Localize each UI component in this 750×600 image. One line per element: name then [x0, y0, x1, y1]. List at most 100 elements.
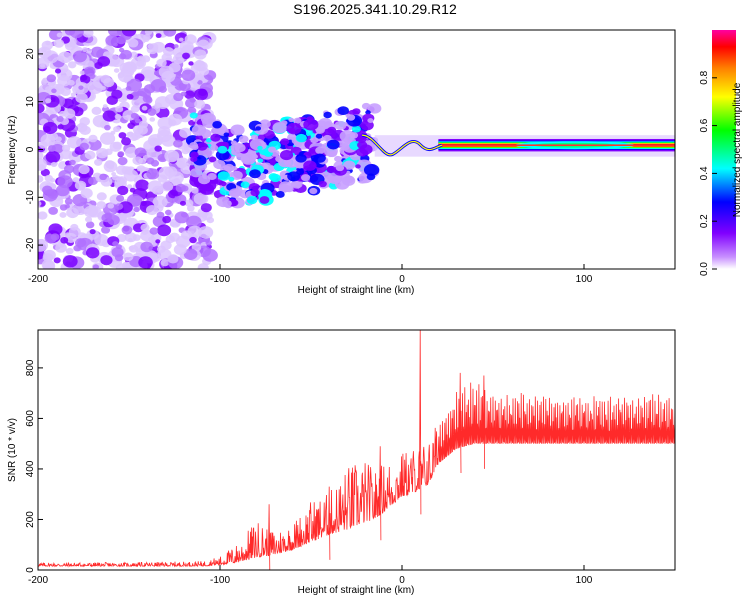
spectrogram-blob [196, 142, 208, 151]
spectrogram-blob [246, 195, 258, 205]
spectrogram-blob [334, 120, 347, 130]
spectrogram-blob [193, 192, 209, 205]
spectrogram-blob [112, 141, 122, 150]
spectrogram-blob [117, 156, 128, 166]
spectrogram-blob [279, 150, 294, 161]
spectrogram-blob [50, 233, 60, 241]
spectrogram-blob [88, 134, 98, 143]
spectrogram-blob [134, 147, 147, 158]
spectrogram-blob [94, 62, 103, 70]
spectrogram-wiggle-core [361, 134, 443, 156]
spectrogram-blob [39, 63, 46, 68]
spectrogram-blob [66, 136, 82, 149]
spectrogram-blob [189, 142, 199, 149]
colorbar-tick-label: 0.2 [699, 214, 710, 228]
spectrogram-blob [70, 92, 76, 97]
spectrogram-blob [324, 121, 332, 127]
spectrogram-blob [210, 133, 221, 142]
spectrogram-blob [79, 142, 89, 151]
spectrogram-blob [327, 126, 337, 134]
spectrogram-x-tick-label: 100 [576, 274, 593, 285]
spectrogram-blob [257, 145, 263, 151]
spectrogram-blob [121, 137, 132, 146]
spectrogram-blob [313, 153, 326, 163]
spectrogram-blob [191, 124, 207, 136]
spectrogram-blob [123, 252, 134, 262]
spectrogram-blob [63, 108, 76, 119]
spectrogram-blob [132, 125, 144, 135]
spectrogram-blob [284, 185, 294, 193]
spectrogram-blob [174, 211, 190, 224]
spectrogram-blob [172, 54, 185, 65]
spectrogram-blob [199, 183, 215, 195]
spectrogram-blob [167, 254, 179, 264]
spectrogram-blob [79, 70, 86, 76]
spectrogram-blob [220, 181, 227, 187]
spectrogram-blob [156, 58, 167, 68]
spectrogram-blob [153, 70, 160, 76]
spectrogram-blob [189, 112, 198, 119]
spectrogram-blob [65, 247, 74, 255]
spectrogram-blob [60, 87, 71, 97]
spectrogram-blob [268, 146, 277, 153]
spectrogram-blob [230, 170, 243, 180]
snr-y-tick-label: 800 [25, 359, 36, 376]
spectrogram-blob [202, 248, 218, 262]
spectrogram-blob [116, 195, 125, 202]
spectrogram-blob [240, 181, 250, 189]
spectrogram-blob [69, 30, 84, 39]
spectrogram-blob [111, 89, 123, 100]
spectrogram-blob [207, 172, 217, 181]
spectrogram-blob [257, 158, 264, 163]
spectrogram-blob [138, 256, 153, 269]
snr-x-tick-label: -100 [210, 575, 230, 586]
spectrogram-blob [133, 206, 140, 213]
spectrogram-x-label: Height of straight line (km) [298, 285, 415, 296]
spectrogram-blob [175, 183, 186, 193]
spectrogram-blob [67, 79, 75, 86]
spectrogram-blob [38, 151, 44, 160]
snr-y-tick-label: 600 [25, 410, 36, 427]
spectrogram-blob [158, 166, 175, 180]
spectrogram-blob [83, 66, 96, 77]
spectrogram-blob [275, 191, 285, 198]
spectrogram-blob [155, 33, 162, 39]
spectrogram-blob [303, 118, 319, 131]
spectrogram-blob [200, 112, 216, 125]
spectrogram-blob [113, 42, 118, 47]
spectrogram-blob [255, 126, 262, 131]
spectrogram-blob [176, 157, 189, 168]
spectrogram-blob [173, 177, 181, 184]
spectrogram-blob [94, 158, 103, 166]
spectrogram-blob [102, 110, 117, 122]
spectrogram-blob [38, 175, 44, 183]
spectrogram-blob [206, 216, 215, 224]
spectrogram-blob [205, 138, 212, 143]
spectrogram-blob [173, 244, 187, 256]
spectrogram-blob [188, 61, 194, 66]
spectrogram-blob [154, 145, 162, 152]
spectrogram-blob [198, 226, 214, 239]
snr-y-tick-label: 0 [25, 567, 36, 573]
spectrogram-blob [99, 132, 116, 145]
spectrogram-blob [184, 90, 195, 100]
spectrogram-blob [141, 69, 155, 82]
spectrogram-blob [318, 180, 327, 188]
spectrogram-blob [82, 47, 89, 53]
spectrogram-blob [200, 203, 212, 213]
spectrogram-blob [128, 245, 135, 251]
spectrogram-blob [156, 224, 172, 237]
spectrogram-blob [142, 36, 150, 43]
spectrogram-blob [173, 44, 179, 49]
spectrogram-blob [47, 145, 56, 152]
spectrogram-blob [51, 88, 57, 94]
spectrogram-blob [280, 138, 290, 146]
spectrogram-blob [293, 117, 302, 124]
spectrogram-blob [149, 117, 156, 122]
spectrogram-blob [205, 240, 213, 246]
spectrogram-blob [147, 180, 163, 193]
spectrogram-blob [162, 215, 172, 224]
spectrogram-blob [125, 86, 132, 91]
spectrogram-blob [210, 144, 219, 151]
spectrogram-blob [250, 134, 259, 141]
